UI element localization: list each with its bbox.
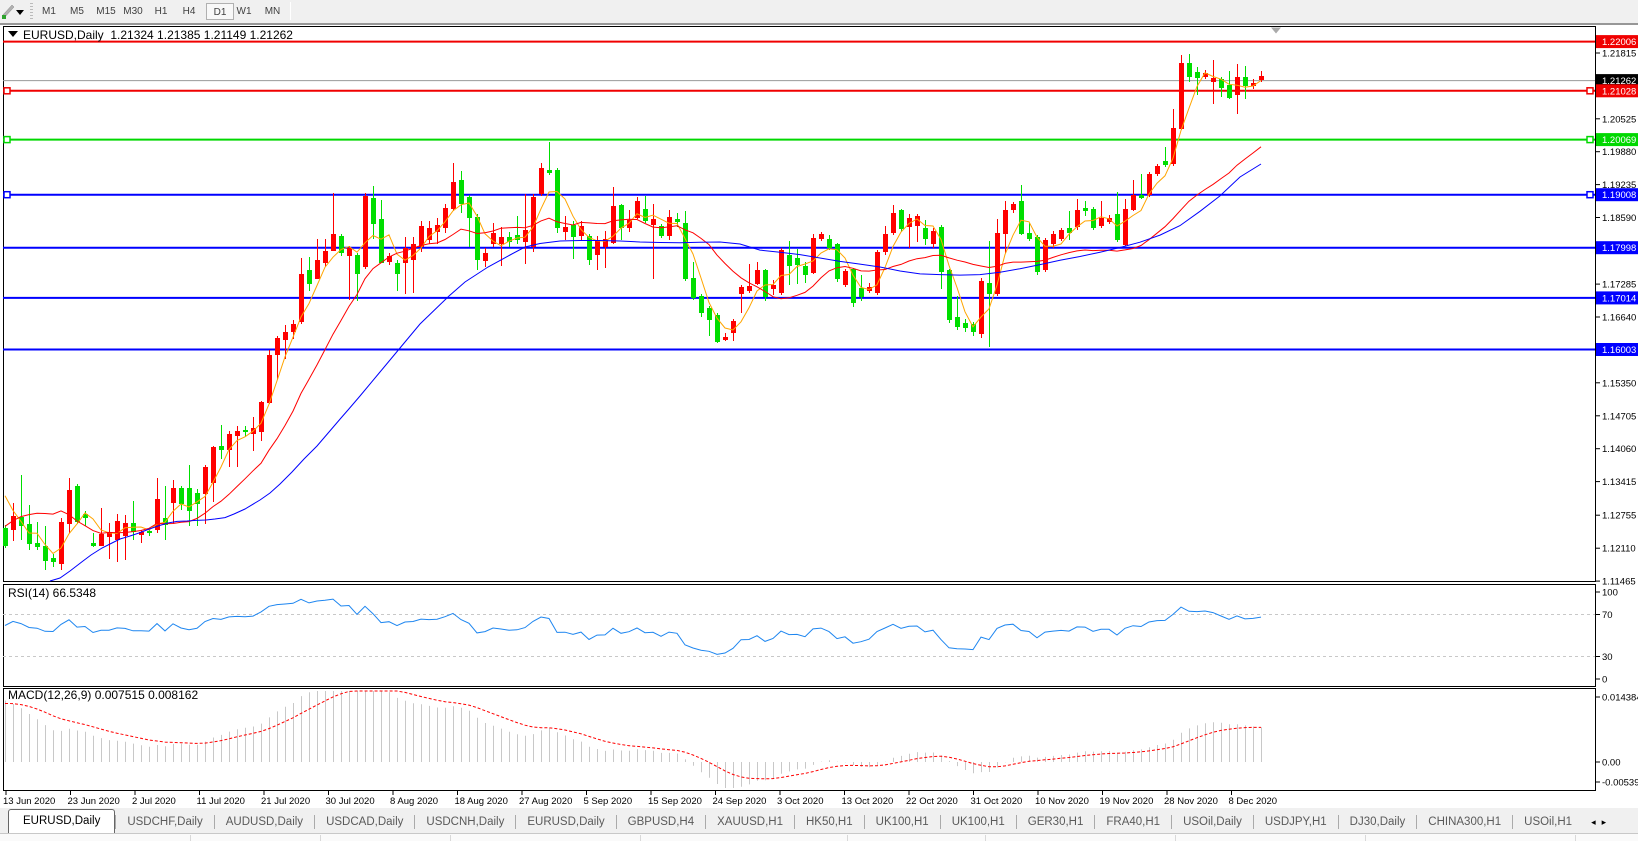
svg-text:1.12755: 1.12755 (1602, 511, 1636, 522)
svg-text:21 Jul 2020: 21 Jul 2020 (261, 796, 310, 807)
svg-text:1.14060: 1.14060 (1602, 444, 1636, 455)
svg-text:24 Sep 2020: 24 Sep 2020 (713, 796, 767, 807)
svg-text:15 Sep 2020: 15 Sep 2020 (648, 796, 702, 807)
svg-text:1.21262: 1.21262 (1602, 76, 1636, 87)
svg-text:0.00: 0.00 (1602, 758, 1621, 769)
svg-text:1.19008: 1.19008 (1602, 190, 1636, 201)
svg-text:2 Jul 2020: 2 Jul 2020 (132, 796, 176, 807)
svg-text:1.13415: 1.13415 (1602, 477, 1636, 488)
svg-text:5 Sep 2020: 5 Sep 2020 (584, 796, 633, 807)
svg-text:1.20525: 1.20525 (1602, 114, 1636, 125)
svg-text:1.17285: 1.17285 (1602, 280, 1636, 291)
svg-text:100: 100 (1602, 588, 1618, 599)
svg-text:1.19880: 1.19880 (1602, 147, 1636, 158)
svg-text:19 Nov 2020: 19 Nov 2020 (1100, 796, 1154, 807)
svg-text:23 Jun 2020: 23 Jun 2020 (68, 796, 120, 807)
svg-text:0.014384: 0.014384 (1602, 693, 1638, 704)
svg-text:3 Oct 2020: 3 Oct 2020 (777, 796, 823, 807)
svg-text:1.11465: 1.11465 (1602, 577, 1636, 588)
svg-text:31 Oct 2020: 31 Oct 2020 (971, 796, 1023, 807)
svg-text:18 Aug 2020: 18 Aug 2020 (455, 796, 508, 807)
svg-text:11 Jul 2020: 11 Jul 2020 (197, 796, 245, 807)
svg-text:30: 30 (1602, 652, 1613, 663)
svg-text:28 Nov 2020: 28 Nov 2020 (1164, 796, 1218, 807)
svg-text:27 Aug 2020: 27 Aug 2020 (519, 796, 572, 807)
svg-text:1.17014: 1.17014 (1602, 293, 1636, 304)
svg-text:1.12110: 1.12110 (1602, 544, 1636, 555)
svg-text:1.14705: 1.14705 (1602, 411, 1636, 422)
svg-text:1.21028: 1.21028 (1602, 86, 1636, 97)
svg-text:-0.005396: -0.005396 (1602, 778, 1638, 789)
svg-text:8 Dec 2020: 8 Dec 2020 (1229, 796, 1278, 807)
svg-text:1.17998: 1.17998 (1602, 243, 1636, 254)
svg-text:1.22006: 1.22006 (1602, 37, 1636, 48)
svg-text:13 Oct 2020: 13 Oct 2020 (842, 796, 894, 807)
svg-text:1.16640: 1.16640 (1602, 313, 1636, 324)
svg-text:RSI(14) 66.5348: RSI(14) 66.5348 (8, 586, 96, 600)
svg-text:70: 70 (1602, 610, 1613, 621)
svg-text:1.16003: 1.16003 (1602, 345, 1636, 356)
svg-text:22 Oct 2020: 22 Oct 2020 (906, 796, 958, 807)
svg-text:1.18590: 1.18590 (1602, 213, 1636, 224)
svg-text:13 Jun 2020: 13 Jun 2020 (3, 796, 55, 807)
svg-text:MACD(12,26,9) 0.007515 0.00816: MACD(12,26,9) 0.007515 0.008162 (8, 688, 198, 702)
svg-text:1.15350: 1.15350 (1602, 378, 1636, 389)
svg-text:8 Aug 2020: 8 Aug 2020 (390, 796, 438, 807)
svg-text:0: 0 (1602, 675, 1607, 686)
svg-text:EURUSD,Daily 1.21324 1.21385: EURUSD,Daily 1.21324 1.21385 1.21149 1.2… (23, 28, 293, 42)
svg-text:1.19235: 1.19235 (1602, 180, 1636, 191)
svg-text:30 Jul 2020: 30 Jul 2020 (326, 796, 375, 807)
svg-text:10 Nov 2020: 10 Nov 2020 (1035, 796, 1089, 807)
svg-text:1.21815: 1.21815 (1602, 49, 1636, 60)
svg-text:1.20069: 1.20069 (1602, 135, 1636, 146)
